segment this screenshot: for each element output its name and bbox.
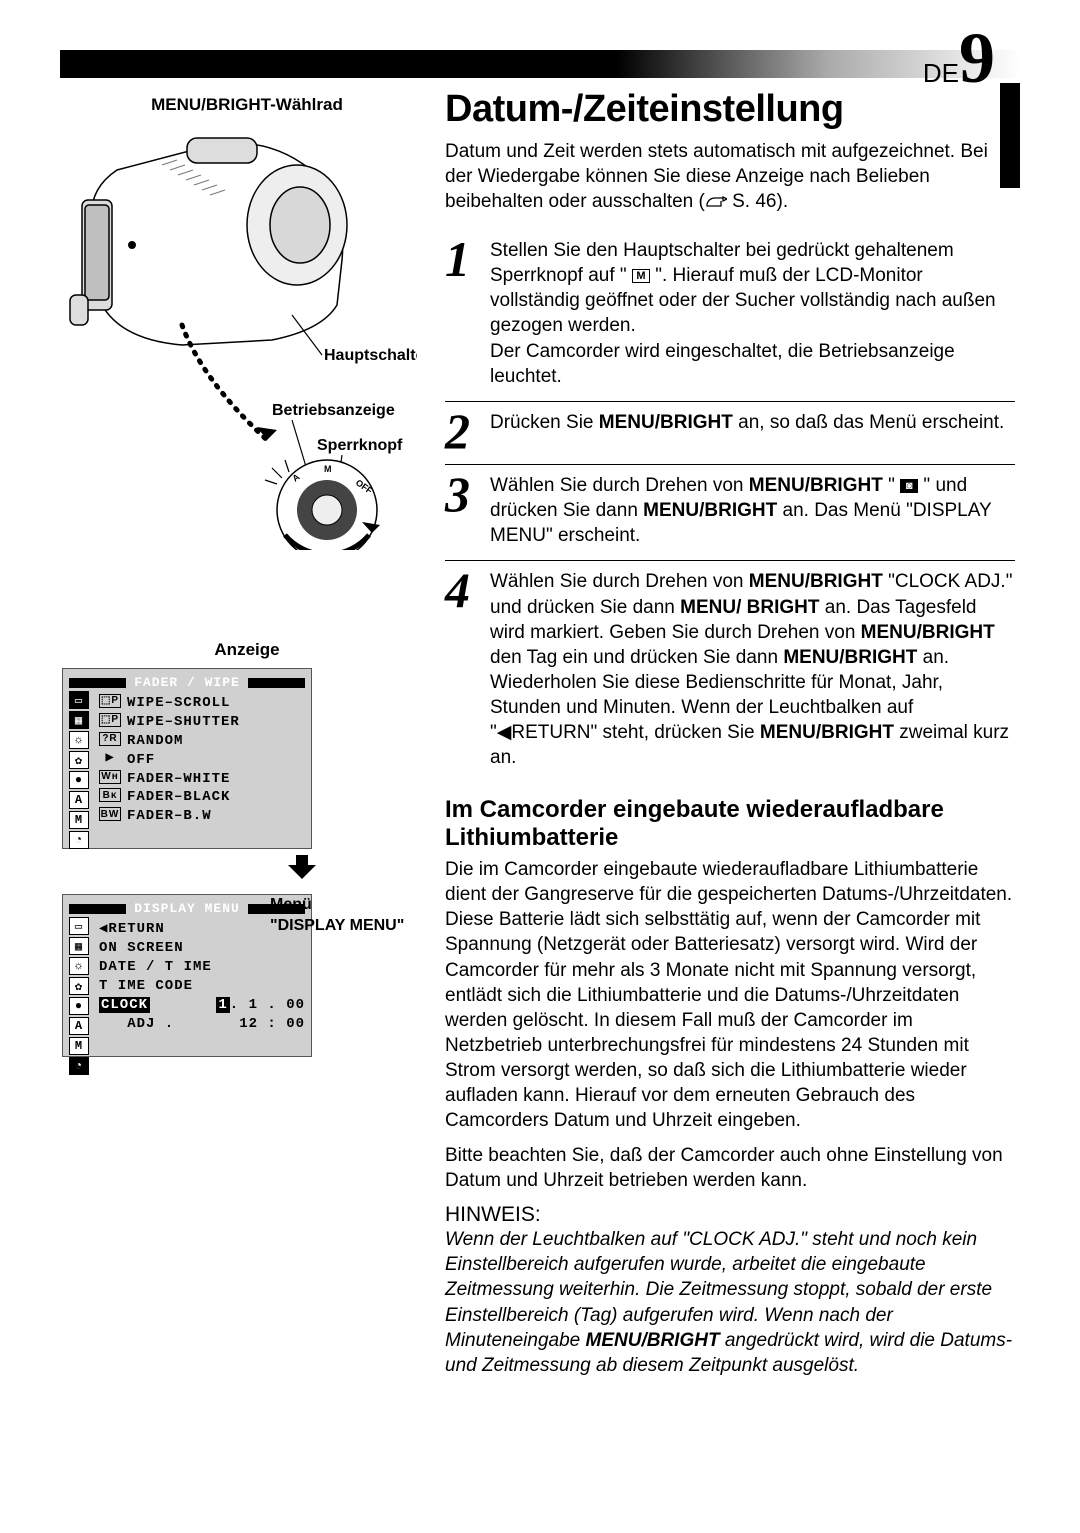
steps-list: 1Stellen Sie den Hauptschalter bei gedrü… (445, 230, 1015, 782)
lithium-body-2: Bitte beachten Sie, daß der Camcorder au… (445, 1143, 1015, 1193)
step-3: 3Wählen Sie durch Drehen von MENU/BRIGHT… (445, 464, 1015, 560)
step-body: Stellen Sie den Hauptschalter bei gedrüc… (490, 238, 1015, 388)
menu-caption-line2: "DISPLAY MENU" (270, 917, 404, 934)
page-digit: 9 (959, 18, 995, 98)
step-number: 2 (445, 410, 480, 453)
lithium-subheading: Im Camcorder eingebaute wiederaufladbare… (445, 796, 1015, 851)
display-menu-caption: Menü "DISPLAY MENU" (270, 895, 404, 937)
osd-row: ⬚PWIPE–SHUTTER (99, 713, 305, 732)
osd-row: BᴋFADER–BLACK (99, 788, 305, 807)
osd-row: CLOCK1. 1 . 00 (99, 996, 305, 1015)
step-2: 2Drücken Sie MENU/BRIGHT an, so daß das … (445, 401, 1015, 465)
camera-mode-icon: ◙ (900, 479, 918, 493)
osd-row: WʜFADER–WHITE (99, 770, 305, 789)
osd2-title: DISPLAY MENU (132, 901, 242, 916)
osd-row: BWFADER–B.W (99, 807, 305, 826)
osd2-lines: ◀RETURNON SCREENDATE / T IMET IME CODECL… (99, 920, 305, 1033)
page-number: DE9 (923, 22, 995, 94)
osd-row: T IME CODE (99, 977, 305, 996)
osd-icon-strip-2: ▭▦☼ ✿●A M◔ (69, 917, 91, 1077)
step-body: Wählen Sie durch Drehen von MENU/BRIGHT … (490, 473, 1015, 548)
right-column: Datum-/Zeiteinstellung Datum und Zeit we… (445, 88, 1015, 1378)
mode-m-icon: M (632, 269, 650, 283)
step-body: Drücken Sie MENU/BRIGHT an, so daß das M… (490, 410, 1004, 453)
step-1: 1Stellen Sie den Hauptschalter bei gedrü… (445, 230, 1015, 400)
step-number: 1 (445, 238, 480, 388)
page-ref-icon (705, 196, 727, 208)
osd-row: ADJ .12 : 00 (99, 1015, 305, 1034)
menu-bright-wheel-label: MENU/BRIGHT-Wählrad (62, 95, 432, 115)
intro-paragraph: Datum und Zeit werden stets automatisch … (445, 139, 1015, 214)
osd-row: ON SCREEN (99, 939, 305, 958)
hinweis-label: HINWEIS: (445, 1203, 1015, 1227)
svg-text:M: M (324, 464, 332, 474)
anzeige-label: Anzeige (62, 640, 432, 660)
page-prefix: DE (923, 58, 959, 88)
osd1-title: FADER / WIPE (132, 675, 242, 690)
osd1-lines: ⬚PWIPE–SCROLL⬚PWIPE–SHUTTER?RRANDOM▶OFFW… (99, 694, 305, 826)
section-title: Datum-/Zeiteinstellung (445, 88, 1015, 131)
osd-down-arrow-icon (172, 855, 432, 886)
osd-row: DATE / T IME (99, 958, 305, 977)
camera-diagram-illustration: Hauptschalter Betriebsanzeige Sperrknopf… (62, 130, 417, 550)
osd-row: ⬚PWIPE–SCROLL (99, 694, 305, 713)
hinweis-body: Wenn der Leuchtbalken auf "CLOCK ADJ." s… (445, 1227, 1015, 1377)
step-body: Wählen Sie durch Drehen von MENU/BRIGHT … (490, 569, 1015, 770)
lithium-body-1: Die im Camcorder eingebaute wiederauflad… (445, 857, 1015, 1133)
osd-icon-strip: ▭▦☼ ✿●A M◔ (69, 691, 91, 851)
menu-caption-line1: Menü (270, 896, 312, 913)
step-number: 4 (445, 569, 480, 770)
sperrknopf-label: Sperrknopf (317, 437, 403, 454)
betriebsanzeige-label: Betriebsanzeige (272, 402, 395, 419)
step-4: 4Wählen Sie durch Drehen von MENU/BRIGHT… (445, 560, 1015, 782)
step-number: 3 (445, 473, 480, 548)
osd-row: ?RRANDOM (99, 732, 305, 751)
osd-row: ▶OFF (99, 751, 305, 770)
hauptschalter-label: Hauptschalter (324, 347, 417, 364)
osd-panel-fader-wipe: FADER / WIPE ▭▦☼ ✿●A M◔ ⬚PWIPE–SCROLL⬚PW… (62, 668, 312, 849)
header-gradient-bar (60, 50, 1020, 78)
intro-ref: S. 46). (727, 191, 788, 212)
